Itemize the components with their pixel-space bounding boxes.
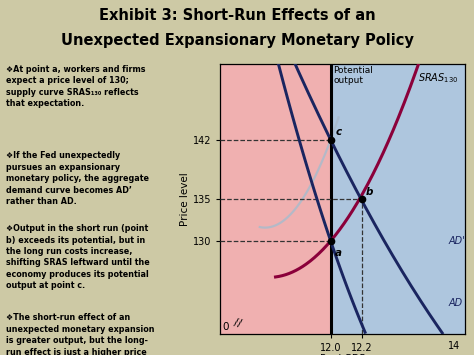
- Text: 14: 14: [447, 342, 460, 351]
- Text: ❖At point a, workers and firms
expect a price level of 130;
supply curve SRAS₁₃₀: ❖At point a, workers and firms expect a …: [7, 65, 146, 108]
- Text: c: c: [336, 127, 341, 137]
- Text: Potential
output: Potential output: [333, 66, 373, 85]
- Text: ❖The short-run effect of an
unexpected monetary expansion
is greater output, but: ❖The short-run effect of an unexpected m…: [7, 313, 155, 355]
- Text: $SRAS_{130}$: $SRAS_{130}$: [418, 71, 458, 85]
- Text: Exhibit 3: Short-Run Effects of an: Exhibit 3: Short-Run Effects of an: [99, 8, 375, 23]
- Text: AD': AD': [449, 236, 465, 246]
- Text: 0: 0: [222, 322, 228, 332]
- Text: a: a: [335, 248, 342, 258]
- Text: //: //: [233, 317, 243, 329]
- X-axis label: Real GDP
(trillions of dollars): Real GDP (trillions of dollars): [297, 354, 388, 355]
- Text: Unexpected Expansionary Monetary Policy: Unexpected Expansionary Monetary Policy: [61, 33, 413, 49]
- Text: AD: AD: [449, 299, 463, 308]
- Text: ❖Output in the short run (point
b) exceeds its potential, but in
the long run co: ❖Output in the short run (point b) excee…: [7, 224, 150, 290]
- Bar: [331, 64, 465, 334]
- Text: b: b: [366, 187, 374, 197]
- Y-axis label: Price level: Price level: [180, 172, 190, 226]
- Text: ❖If the Fed unexpectedly
pursues an expansionary
monetary policy, the aggregate
: ❖If the Fed unexpectedly pursues an expa…: [7, 151, 149, 206]
- Bar: [220, 64, 331, 334]
